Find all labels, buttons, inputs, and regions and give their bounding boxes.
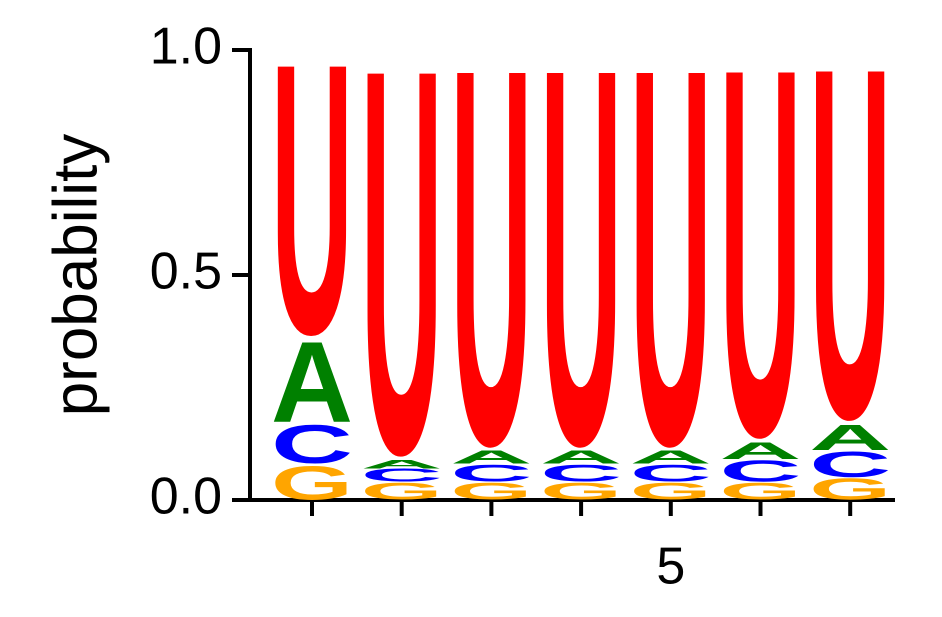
letter-glyph: C xyxy=(271,415,353,476)
letter-glyph: A xyxy=(720,438,802,465)
letter-glyph: G xyxy=(361,478,443,505)
y-tick-label: 0.5 xyxy=(150,243,222,301)
letter-glyph: C xyxy=(809,444,891,484)
letter-glyph: C xyxy=(540,460,622,487)
letter-glyph: G xyxy=(540,478,622,505)
letter-glyph: G xyxy=(720,478,802,505)
letter-glyph: C xyxy=(630,460,712,487)
letter-glyph: G xyxy=(809,472,891,506)
letter-glyph: G xyxy=(450,478,532,505)
letter-glyph: G xyxy=(630,478,712,505)
letter-glyph: U xyxy=(271,0,353,414)
letter-glyph: U xyxy=(630,0,712,556)
letter-glyph: U xyxy=(809,0,891,523)
letter-glyph: U xyxy=(450,0,532,556)
letter-glyph: A xyxy=(630,448,712,468)
letter-glyph: U xyxy=(540,0,622,556)
letter-glyph: C xyxy=(720,454,802,488)
y-tick-label: 1.0 xyxy=(150,18,222,76)
letter-glyph: U xyxy=(361,0,443,568)
letter-glyph: A xyxy=(540,448,622,468)
letter-glyph: A xyxy=(450,448,532,468)
letter-glyph: A xyxy=(271,318,353,446)
letter-glyph: A xyxy=(809,417,891,457)
y-axis-label: probability xyxy=(41,134,110,417)
letter-glyph: G xyxy=(271,456,353,510)
letter-glyph: A xyxy=(361,458,443,471)
letter-glyph: C xyxy=(361,466,443,486)
x-tick-label: 5 xyxy=(656,538,685,596)
y-tick-label: 0.0 xyxy=(150,468,222,526)
letter-glyph: C xyxy=(450,460,532,487)
letter-glyph: U xyxy=(720,0,802,546)
